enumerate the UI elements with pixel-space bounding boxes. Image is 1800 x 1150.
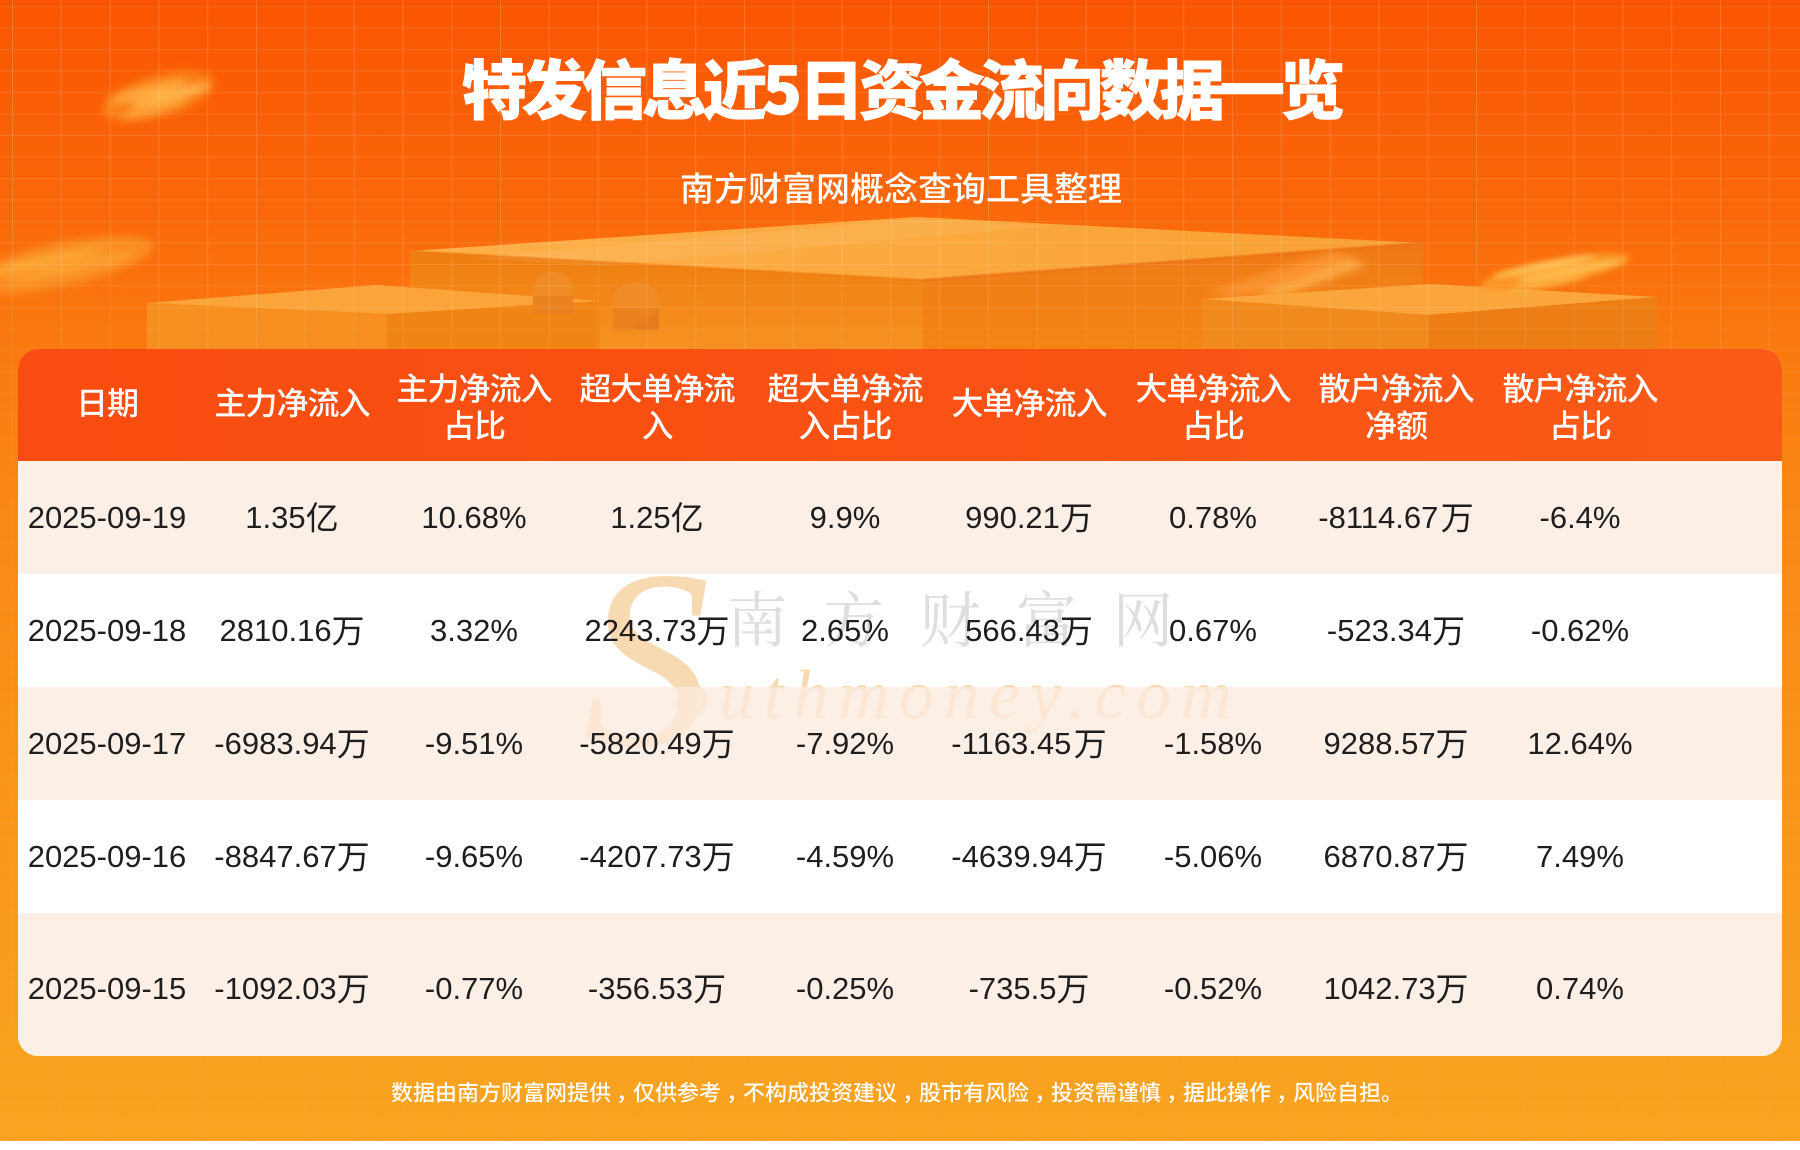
svg-text:2.65%: 2.65% [801,613,889,648]
svg-text:-0.52%: -0.52% [1164,971,1262,1006]
svg-text:6870.87: 6870.87 [1324,839,1436,874]
svg-text:-9.51%: -9.51% [425,726,523,761]
svg-text:566.43: 566.43 [965,613,1060,648]
svg-text:7.49%: 7.49% [1536,839,1624,874]
svg-text:2243.73: 2243.73 [585,613,697,648]
svg-text:0.78%: 0.78% [1169,500,1257,535]
svg-text:2025-09-16: 2025-09-16 [28,839,187,874]
svg-text:0.74%: 0.74% [1536,971,1624,1006]
svg-text:-1092.03: -1092.03 [214,971,336,1006]
svg-text:1.25: 1.25 [610,500,670,535]
svg-text:1.35: 1.35 [245,500,305,535]
svg-text:-4207.73: -4207.73 [579,839,701,874]
svg-text:-8847.67: -8847.67 [214,839,336,874]
svg-text:-0.77%: -0.77% [425,971,523,1006]
svg-text:2810.16: 2810.16 [220,613,332,648]
svg-text:-1163.45: -1163.45 [951,726,1071,761]
svg-text:10.68%: 10.68% [421,500,526,535]
svg-text:-7.92%: -7.92% [796,726,894,761]
svg-text:12.64%: 12.64% [1527,726,1632,761]
svg-text:-8114.67: -8114.67 [1318,500,1438,535]
svg-text:1042.73: 1042.73 [1324,971,1436,1006]
svg-text:-5820.49: -5820.49 [579,726,701,761]
svg-text:-9.65%: -9.65% [425,839,523,874]
svg-text:990.21: 990.21 [965,500,1060,535]
svg-text:-4.59%: -4.59% [796,839,894,874]
svg-text:-6983.94: -6983.94 [214,726,336,761]
svg-text:-1.58%: -1.58% [1164,726,1262,761]
svg-text:-0.62%: -0.62% [1531,613,1629,648]
svg-text:-356.53: -356.53 [588,971,693,1006]
svg-text:9288.57: 9288.57 [1324,726,1436,761]
svg-text:2025-09-15: 2025-09-15 [28,971,187,1006]
svg-text:-523.34: -523.34 [1327,613,1432,648]
svg-text:9.9%: 9.9% [810,500,881,535]
svg-text:3.32%: 3.32% [430,613,518,648]
svg-text:2025-09-19: 2025-09-19 [28,500,187,535]
svg-text:-4639.94: -4639.94 [951,839,1073,874]
svg-text:2025-09-17: 2025-09-17 [28,726,187,761]
svg-text:2025-09-18: 2025-09-18 [28,613,187,648]
svg-text:-6.4%: -6.4% [1540,500,1621,535]
svg-text:-5.06%: -5.06% [1164,839,1262,874]
svg-text:0.67%: 0.67% [1169,613,1257,648]
svg-text:-735.5: -735.5 [969,971,1057,1006]
svg-text:-0.25%: -0.25% [796,971,894,1006]
